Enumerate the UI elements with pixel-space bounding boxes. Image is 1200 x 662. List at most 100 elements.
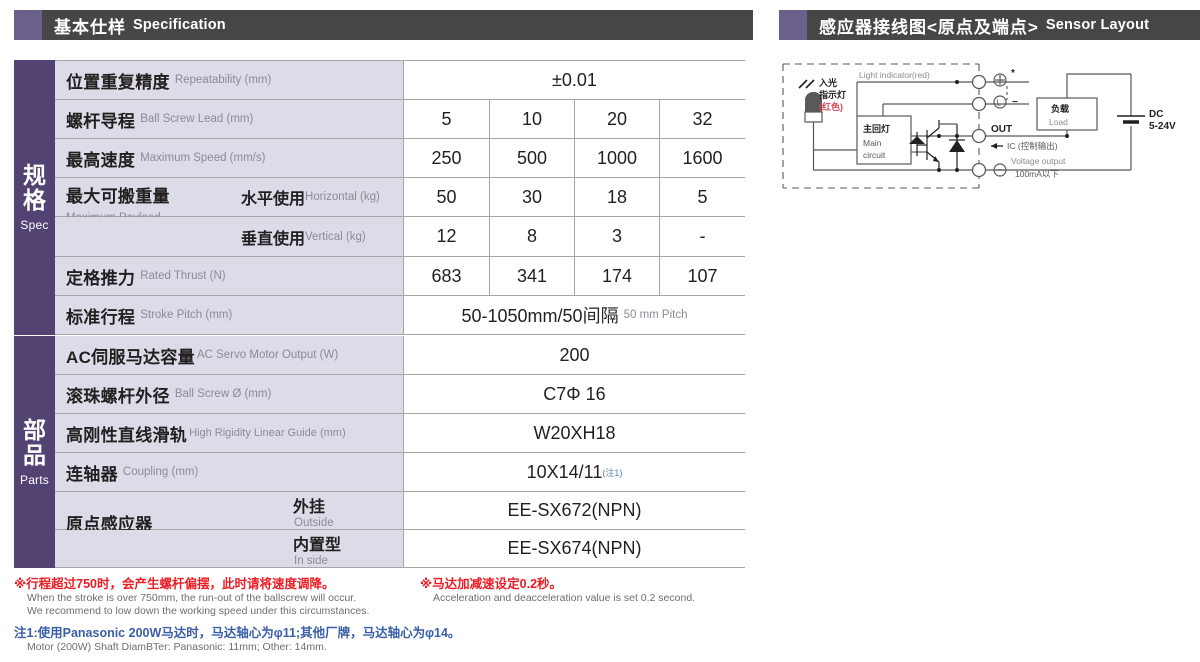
spec-header-cn: 基本仕样 <box>54 17 126 37</box>
value-linear-guide: W20XH18 <box>404 414 745 452</box>
table-row: AC伺服马达容量 AC Servo Motor Output (W) 200 <box>55 336 745 375</box>
main-circuit-en-2: circuit <box>863 150 886 160</box>
sub-label-horizontal: 水平使用 Horizontal (kg) <box>232 178 404 216</box>
label-en: Rated Thrust (N) <box>140 270 226 282</box>
header-color-swatch <box>779 10 807 40</box>
value-cell: 32 <box>659 100 745 138</box>
sensor-header-en: Sensor Layout <box>1045 17 1150 33</box>
label-cn: 原点感应器 <box>66 515 153 534</box>
value-cell: 10 <box>489 100 574 138</box>
label-cn: 滚珠螺杆外径 <box>66 386 170 406</box>
value-cell: 683 <box>404 257 489 295</box>
row-label-maximum-speed: 最高速度 Maximum Speed (mm/s) <box>55 139 404 177</box>
table-row: 垂直使用 Vertical (kg) 12 8 3 - <box>55 217 745 257</box>
value-stroke-pitch: 50-1050mm/50间隔 50 mm Pitch <box>404 296 745 334</box>
sub-label-cn: 内置型 <box>293 536 342 554</box>
row-label-repeatability: 位置重复精度 Repeatability (mm) <box>55 61 404 99</box>
group-parts-cn: 部品 <box>23 416 46 468</box>
sub-label-cn: 垂直使用 <box>241 230 306 248</box>
row-label-stroke-pitch: 标准行程 Stroke Pitch (mm) <box>55 296 404 334</box>
load-box <box>1036 97 1098 131</box>
note-header: ※马达加减速设定0.2秒。 <box>420 577 563 591</box>
specification-table: 规格 Spec 部品 Parts 位置重复精度 Repeatability (m… <box>14 60 745 568</box>
zener-diode-icon <box>909 132 925 156</box>
lamp-label-cn-1: 入光 <box>818 77 837 88</box>
table-row: 原点感应器 Home Sensor 外挂 Outside EE-SX672(NP… <box>55 492 745 552</box>
table-row: 位置重复精度 Repeatability (mm) ±0.01 <box>55 60 745 100</box>
label-en: Repeatability (mm) <box>174 74 272 86</box>
dc-label-1: DC <box>1149 109 1163 120</box>
value-cell: 8 <box>489 217 574 256</box>
sub-label-en: In side <box>294 554 328 567</box>
table-row: 高刚性直线滑轨 High Rigidity Linear Guide (mm) … <box>55 414 745 453</box>
value-cell: 30 <box>489 178 574 216</box>
sensor-layout-section-header: 感应器接线图<原点及端点> Sensor Layout <box>779 10 1200 40</box>
table-row: 标准行程 Stroke Pitch (mm) 50-1050mm/50间隔 50… <box>55 296 745 335</box>
lamp-label-cn-2: 指示灯 <box>819 89 846 100</box>
dc-power-symbol <box>1117 115 1145 124</box>
value-repeatability: ±0.01 <box>404 61 745 99</box>
note-acceleration: ※马达加减速设定0.2秒。 Acceleration and deacceler… <box>420 573 695 605</box>
lamp-terminal-symbol: L <box>997 99 1002 108</box>
note-line: Acceleration and deacceleration value is… <box>433 592 696 604</box>
row-label-ball-screw-lead: 螺杆导程 Ball Screw Lead (mm) <box>55 100 404 138</box>
value-cell: 5 <box>659 178 745 216</box>
value-coupling: 10X14/11 (注1) <box>404 453 745 491</box>
sub-label-inside: 内置型 In side <box>284 530 404 567</box>
note-header: 注1:使用Panasonic 200W马达时，马达轴心为φ11;其他厂牌，马达轴… <box>14 626 461 640</box>
row-label-linear-guide: 高刚性直线滑轨 High Rigidity Linear Guide (mm) <box>55 414 404 452</box>
value-ball-screw-diameter: C7Φ 16 <box>404 375 745 413</box>
value-cell: 1000 <box>574 139 659 177</box>
spec-header-en: Specification <box>133 17 226 33</box>
value-cn: 50-1050mm/50间隔 <box>461 306 619 326</box>
label-cn: AC伺服马达容量 <box>66 347 195 367</box>
label-en: Ball Screw Ø (mm) <box>174 388 272 400</box>
sub-label-vertical: 垂直使用 Vertical (kg) <box>232 217 404 256</box>
value-motor-output: 200 <box>404 336 745 374</box>
sensor-layout-diagram: 入光 指示灯 (红色) Light indicator(red) 主回灯 Mai… <box>779 60 1200 195</box>
label-cn: 位置重复精度 <box>66 72 170 92</box>
value-home-sensor-inside: EE-SX674(NPN) <box>404 530 745 567</box>
sub-label-en: Horizontal (kg) <box>305 191 380 203</box>
label-cn: 最大可搬重量 <box>66 187 170 206</box>
sub-label-en: Vertical (kg) <box>305 230 366 243</box>
sub-label-outside: 外挂 Outside <box>284 492 404 529</box>
dc-label-2: 5-24V <box>1149 121 1176 132</box>
row-label-maximum-payload: 最大可搬重量 Maximum Payload <box>55 178 232 224</box>
sub-label-cn: 水平使用 <box>241 191 306 208</box>
terminal-circles <box>971 74 987 178</box>
row-label-home-sensor-cont <box>55 530 284 567</box>
value-cell: 1600 <box>659 139 745 177</box>
load-label-cn: 负载 <box>1051 103 1069 114</box>
value-coupling-text: 10X14/11 <box>526 461 603 482</box>
sub-label-cn: 外挂 <box>293 498 326 516</box>
label-en: Maximum Speed (mm/s) <box>140 152 266 164</box>
value-cell: 250 <box>404 139 489 177</box>
group-label-parts: 部品 Parts <box>14 336 55 568</box>
label-cn: 标准行程 <box>66 307 136 327</box>
asterisk-marker: * <box>1011 68 1015 79</box>
minus-terminal-label: − <box>1012 97 1018 108</box>
out-label: OUT <box>991 124 1012 135</box>
note-1-coupling: 注1:使用Panasonic 200W马达时，马达轴心为φ11;其他厂牌，马达轴… <box>14 622 460 654</box>
header-bar: 基本仕样 Specification <box>42 10 753 40</box>
row-label-maximum-payload-cont <box>55 217 232 256</box>
value-cell: 5 <box>404 100 489 138</box>
label-cn: 连轴器 <box>66 464 118 484</box>
note-line: When the stroke is over 750mm, the run-o… <box>27 592 357 604</box>
value-cell: 20 <box>574 100 659 138</box>
lamp-label-cn-3: (红色) <box>819 101 843 112</box>
table-row: 定格推力 Rated Thrust (N) 683 341 174 107 <box>55 257 745 296</box>
group-parts-en: Parts <box>19 472 49 487</box>
label-cn: 定格推力 <box>66 268 136 288</box>
row-label-ball-screw-diameter: 滚珠螺杆外径 Ball Screw Ø (mm) <box>55 375 404 413</box>
value-cell: - <box>659 217 745 256</box>
label-en: High Rigidity Linear Guide (mm) <box>189 427 346 439</box>
value-cell: 3 <box>574 217 659 256</box>
main-circuit-en-1: Main <box>863 138 882 148</box>
row-label-motor-output: AC伺服马达容量 AC Servo Motor Output (W) <box>55 336 404 374</box>
row-label-coupling: 连轴器 Coupling (mm) <box>55 453 404 491</box>
value-cell: 12 <box>404 217 489 256</box>
ic-arrow-icon <box>991 143 1003 149</box>
group-spec-en: Spec <box>20 218 49 232</box>
